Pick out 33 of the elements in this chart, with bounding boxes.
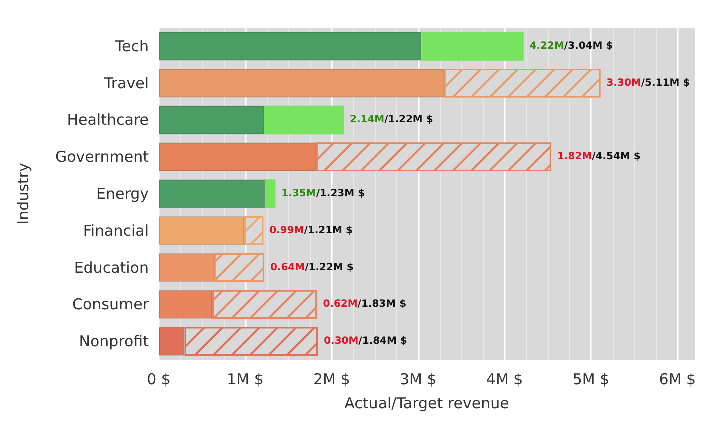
y-tick-label: Healthcare: [67, 111, 149, 130]
bar: [159, 106, 264, 135]
text: 3.30M/5.11M $: [606, 78, 690, 89]
bar: [264, 106, 344, 135]
y-tick-label: Energy: [96, 185, 150, 203]
y-tick-label: Nonprofit: [79, 332, 150, 351]
y-axis-title: Industry: [14, 163, 32, 225]
bar: [265, 180, 276, 208]
x-tick-label: 4M $: [486, 370, 524, 388]
text: 0.30M/1.84M $: [324, 336, 408, 348]
bar: [159, 180, 266, 208]
text: 1.35M/1.23M $: [282, 188, 366, 200]
y-tick-label: Tech: [114, 37, 149, 56]
text: 1.82M/4.54M $: [557, 152, 641, 163]
text: 2.14M/1.22M $: [350, 114, 434, 126]
text: 4.22M/3.04M $: [530, 40, 614, 52]
bar: [422, 32, 524, 61]
x-tick-label: 6M $: [659, 370, 696, 388]
x-tick-label: 1M $: [227, 370, 264, 388]
bar: [159, 32, 422, 61]
x-tick-label: 3M $: [400, 370, 437, 388]
x-tick-label: 5M $: [572, 370, 610, 388]
x-tick-label: 2M $: [314, 370, 350, 388]
y-tick-label: Government: [55, 148, 150, 166]
y-tick-label: Consumer: [72, 296, 150, 314]
text: 0.64M/1.22M $: [270, 262, 354, 274]
y-tick-label: Financial: [83, 222, 149, 240]
y-tick-label: Travel: [103, 74, 149, 92]
text: 0.99M/1.21M $: [270, 225, 353, 236]
x-axis-title: Actual/Target revenue: [344, 394, 510, 412]
y-tick-label: Education: [74, 258, 149, 277]
text: 0.62M/1.83M $: [323, 299, 407, 310]
x-tick-label: 0 $: [147, 370, 171, 388]
